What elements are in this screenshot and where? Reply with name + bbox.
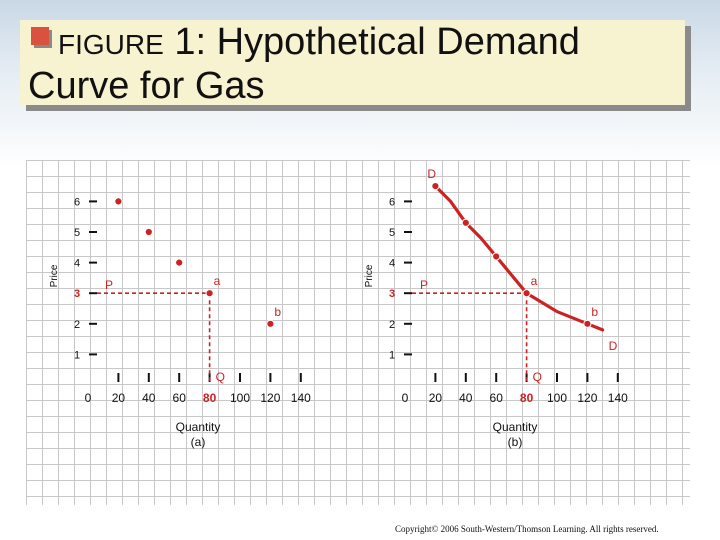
price-reference-label: P [105, 278, 113, 292]
x-tick-label: 140 [291, 391, 311, 405]
title-rest: Hypothetical Demand [216, 21, 580, 63]
data-point [431, 182, 440, 191]
y-tick-label: 4 [74, 258, 80, 270]
figure-label: FIGURE [58, 29, 164, 60]
quantity-reference-label: Q [533, 370, 542, 384]
x-axis-title: Quantity [176, 420, 221, 434]
y-tick-label: 1 [389, 349, 395, 361]
data-point [175, 258, 184, 267]
point-label: b [274, 305, 281, 319]
data-point [114, 197, 123, 206]
curve-label-bottom: D [609, 339, 618, 353]
copyright-notice: Copyright© 2006 South-Western/Thomson Le… [395, 524, 659, 534]
x-tick-label: 100 [547, 391, 567, 405]
point-label: a [531, 274, 538, 288]
graph-paper [26, 160, 690, 505]
y-axis-title: Price [49, 264, 60, 287]
quantity-reference-label: Q [216, 370, 225, 384]
x-tick-label: 120 [577, 391, 597, 405]
title-bullet [31, 27, 49, 45]
data-point [144, 227, 153, 237]
x-axis-title: Quantity [493, 420, 538, 434]
y-axis-title: Price [364, 264, 375, 287]
demand-curve [433, 184, 605, 332]
y-tick-label: 5 [74, 227, 80, 239]
data-point [492, 252, 501, 261]
y-tick-label: 3 [389, 288, 395, 300]
panel-label: (b) [508, 435, 523, 449]
data-point [205, 289, 214, 298]
y-tick-label: 6 [389, 196, 395, 208]
data-point [583, 319, 592, 328]
y-tick-label: 2 [74, 319, 80, 331]
x-tick-label: 140 [608, 391, 628, 405]
x-tick-label: 60 [173, 391, 187, 405]
slide-title-line2: Curve for Gas [28, 65, 265, 107]
x-tick-label: 40 [459, 391, 473, 405]
price-reference-label: P [420, 278, 428, 292]
title-box [20, 20, 685, 105]
data-point [266, 319, 275, 328]
point-label: b [591, 305, 598, 319]
slide-title-line1: FIGURE 1: Hypothetical Demand [58, 20, 580, 67]
x-tick-label: 0 [85, 391, 92, 405]
figure-number: 1: [174, 21, 207, 63]
x-tick-label: 120 [260, 391, 280, 405]
point-label: a [214, 274, 221, 288]
y-tick-label: 6 [74, 196, 80, 208]
x-tick-label: 20 [429, 391, 443, 405]
panel-label: (a) [191, 435, 206, 449]
y-tick-label: 4 [389, 258, 395, 270]
x-tick-label: 40 [142, 391, 156, 405]
y-tick-label: 3 [74, 288, 80, 300]
y-tick-label: 5 [389, 227, 395, 239]
x-tick-label: 100 [230, 391, 250, 405]
data-point [522, 289, 531, 298]
x-tick-label: 80 [520, 391, 534, 405]
curve-label-top: D [427, 167, 436, 181]
y-tick-label: 2 [389, 319, 395, 331]
x-tick-label: 0 [402, 391, 409, 405]
x-tick-label: 60 [490, 391, 504, 405]
y-tick-label: 1 [74, 349, 80, 361]
x-tick-label: 20 [112, 391, 126, 405]
data-point [461, 218, 470, 227]
x-tick-label: 80 [203, 391, 217, 405]
